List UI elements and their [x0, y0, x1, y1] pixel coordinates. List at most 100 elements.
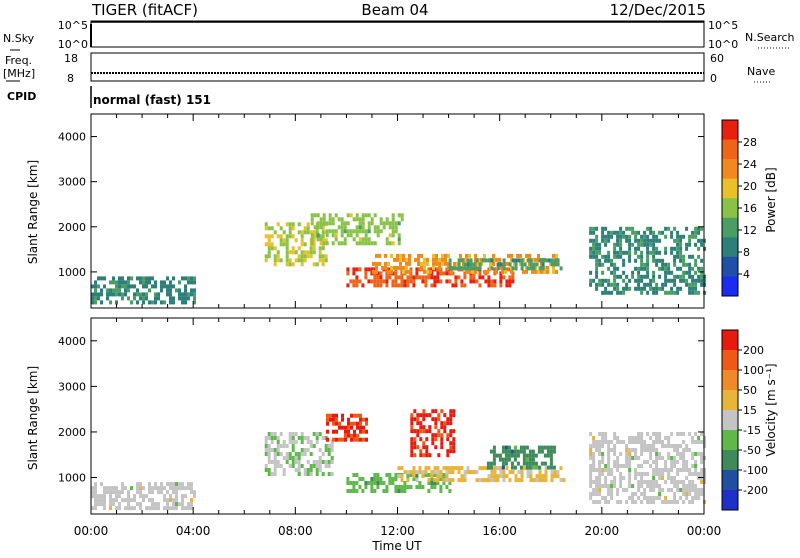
heatmap-cell [418, 466, 422, 471]
heatmap-cell [442, 271, 446, 276]
heatmap-cell [526, 258, 530, 263]
heatmap-cell [537, 465, 541, 470]
heatmap-cell [297, 464, 301, 468]
heatmap-cell [640, 266, 644, 271]
heatmap-cell [163, 300, 166, 305]
heatmap-cell [303, 436, 307, 440]
heatmap-cell [335, 437, 338, 442]
heatmap-cell [652, 270, 656, 275]
heatmap-cell [616, 230, 620, 235]
heatmap-cell [448, 258, 452, 263]
heatmap-cell [430, 477, 434, 481]
heatmap-cell [598, 452, 602, 456]
heatmap-cell [592, 468, 596, 472]
heatmap-cell [288, 452, 292, 456]
heatmap-cell [288, 258, 292, 263]
heatmap-cell [294, 258, 298, 263]
heatmap-cell [190, 498, 193, 503]
heatmap-cell [448, 266, 452, 271]
heatmap-cell [652, 278, 656, 283]
heatmap-cell [529, 258, 533, 263]
heatmap-cell [358, 237, 362, 242]
heatmap-cell [431, 409, 435, 414]
heatmap-cell [501, 457, 505, 462]
heatmap-cell [439, 271, 443, 276]
heatmap-cell [694, 492, 698, 496]
heatmap-cell [604, 500, 608, 504]
colorbar-segment [722, 256, 738, 277]
heatmap-cell [315, 464, 319, 468]
heatmap-cell [499, 279, 503, 284]
heatmap-cell [534, 461, 538, 466]
heatmap-cell [410, 413, 414, 418]
heatmap-cell [658, 274, 662, 279]
heatmap-cell [448, 470, 452, 475]
heatmap-cell [610, 488, 614, 492]
heatmap-cell [463, 283, 467, 288]
heatmap-cell [498, 453, 502, 458]
heatmap-cell [157, 506, 160, 511]
heatmap-cell [193, 300, 196, 305]
heatmap-cell [604, 480, 608, 484]
heatmap-cell [341, 413, 344, 418]
heatmap-cell [282, 238, 286, 243]
heatmap-cell [109, 502, 112, 507]
heatmap-cell [676, 254, 680, 259]
heatmap-cell [340, 221, 344, 226]
nave-tick-top: 60 [710, 52, 724, 65]
heatmap-cell [589, 250, 593, 255]
heatmap-cell [420, 261, 423, 266]
heatmap-cell [625, 286, 629, 291]
heatmap-cell [154, 502, 157, 507]
heatmap-cell [193, 280, 196, 285]
heatmap-cell [655, 484, 659, 488]
heatmap-cell [652, 238, 656, 243]
heatmap-cell [661, 476, 665, 480]
heatmap-cell [160, 482, 163, 487]
heatmap-cell [499, 470, 503, 475]
heatmap-cell [121, 296, 124, 301]
heatmap-cell [676, 242, 680, 247]
heatmap-region [397, 466, 566, 483]
heatmap-cell [94, 300, 97, 305]
heatmap-cell [273, 468, 277, 472]
heatmap-region [589, 226, 707, 295]
heatmap-cell [601, 496, 605, 500]
heatmap-cell [468, 253, 471, 258]
heatmap-cell [501, 465, 505, 470]
heatmap-cell [91, 494, 94, 499]
heatmap-cell [610, 290, 614, 295]
heatmap-cell [637, 488, 641, 492]
heatmap-cell [282, 468, 286, 472]
heatmap-cell [622, 258, 626, 263]
heatmap-cell [352, 237, 356, 242]
heatmap-cell [300, 258, 304, 263]
heatmap-cell [309, 254, 313, 259]
heatmap-cell [499, 466, 503, 471]
heatmap-cell [451, 478, 455, 483]
heatmap-cell [397, 213, 401, 218]
heatmap-cell [353, 421, 356, 426]
nsearch-tick-bottom: 10^0 [708, 38, 738, 51]
heatmap-cell [673, 282, 677, 287]
heatmap-cell [388, 233, 392, 238]
heatmap-cell [267, 448, 271, 452]
heatmap-cell [355, 233, 359, 238]
heatmap-cell [397, 221, 401, 226]
heatmap-cell [634, 440, 638, 444]
heatmap-cell [700, 282, 704, 287]
colorbar-segment [722, 330, 738, 351]
heatmap-cell [604, 226, 608, 231]
heatmap-cell [643, 440, 647, 444]
heatmap-cell [679, 258, 683, 263]
heatmap-cell [646, 500, 650, 504]
heatmap-cell [519, 465, 523, 470]
heatmap-cell [589, 270, 593, 275]
nave-tick-bottom: 0 [710, 72, 717, 85]
heatmap-cell [471, 269, 474, 274]
heatmap-cell [178, 502, 181, 507]
heatmap-cell [424, 283, 428, 288]
heatmap-cell [625, 460, 629, 464]
heatmap-cell [181, 296, 184, 301]
heatmap-cell [400, 489, 404, 493]
